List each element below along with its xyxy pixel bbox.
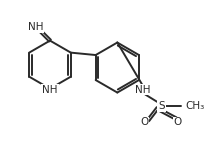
Text: CH₃: CH₃ bbox=[185, 101, 204, 111]
Text: O: O bbox=[139, 117, 148, 127]
Text: O: O bbox=[173, 117, 181, 127]
Text: NH: NH bbox=[134, 85, 149, 95]
Text: S: S bbox=[157, 101, 164, 111]
Text: NH: NH bbox=[42, 85, 57, 95]
Text: NH: NH bbox=[28, 22, 43, 32]
